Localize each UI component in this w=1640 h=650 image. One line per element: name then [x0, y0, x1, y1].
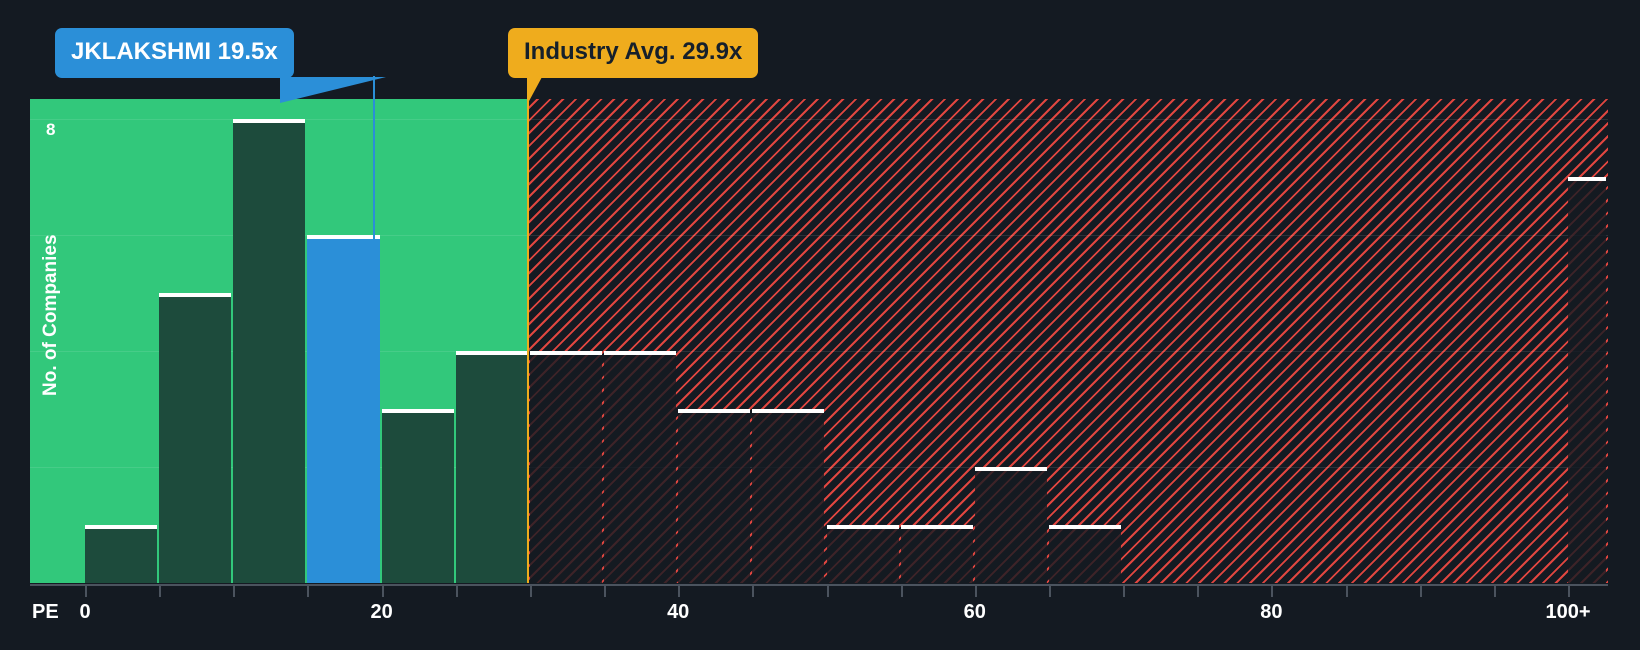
- bar-body: [307, 239, 380, 583]
- x-axis-tick: [159, 586, 162, 597]
- histogram-bar-highlighted[interactable]: [307, 235, 380, 583]
- bar-body: [900, 529, 973, 583]
- x-axis-tick-label: 80: [1260, 601, 1283, 623]
- gridline: [30, 235, 1608, 237]
- bar-body: [752, 413, 825, 583]
- histogram-bar[interactable]: [233, 119, 306, 583]
- bar-body: [826, 529, 899, 583]
- x-axis-tick: [752, 586, 755, 597]
- industry-marker-line: [527, 76, 530, 583]
- x-axis-tick: [900, 586, 903, 597]
- bar-cap: [233, 119, 306, 124]
- x-axis-tick: [85, 586, 87, 597]
- y-axis-max-value: 8: [46, 120, 56, 139]
- bar-cap: [1048, 525, 1122, 530]
- bar-cap: [900, 525, 973, 530]
- x-axis-tick: [604, 586, 607, 597]
- x-axis-tick: [1419, 586, 1422, 597]
- x-axis-line: [30, 584, 1608, 586]
- histogram-bar[interactable]: [604, 351, 677, 583]
- bar-body: [159, 297, 232, 583]
- bar-cap: [752, 409, 825, 414]
- bar-body: [381, 413, 454, 583]
- bar-cap: [974, 467, 1047, 472]
- expensive-zone: [528, 99, 1608, 583]
- bar-body: [1048, 529, 1122, 583]
- bar-cap: [529, 351, 603, 356]
- bar-body: [604, 355, 677, 583]
- industry-callout-label: Industry Avg. 29.9x: [524, 38, 743, 65]
- x-axis-tick: [1568, 586, 1570, 597]
- x-axis-tick: [1271, 586, 1274, 597]
- histogram-bar[interactable]: [826, 525, 899, 583]
- bar-cap: [678, 409, 751, 414]
- company-callout[interactable]: JKLAKSHMI 19.5x: [55, 28, 294, 78]
- histogram-bar[interactable]: [1048, 525, 1122, 583]
- x-axis-tick: [1197, 586, 1200, 597]
- x-axis-tick: [974, 586, 977, 597]
- bar-cap: [604, 351, 677, 356]
- y-axis-label: No. of Companies: [40, 234, 61, 396]
- histogram-bar[interactable]: [381, 409, 454, 583]
- industry-callout[interactable]: Industry Avg. 29.9x: [508, 28, 759, 78]
- bar-body: [974, 471, 1047, 583]
- bar-cap: [85, 525, 158, 530]
- bar-body: [85, 529, 158, 583]
- x-axis-tick: [826, 586, 829, 597]
- company-callout-label: JKLAKSHMI 19.5x: [71, 38, 278, 65]
- histogram-bar[interactable]: [752, 409, 825, 583]
- gridline: [30, 119, 1608, 121]
- x-axis-tick: [307, 586, 310, 597]
- x-axis-tick: [1123, 586, 1126, 597]
- x-axis-tick: [455, 586, 458, 597]
- x-axis-tick: [233, 586, 236, 597]
- bar-body: [455, 355, 528, 583]
- histogram-bar[interactable]: [900, 525, 973, 583]
- histogram-bar[interactable]: [85, 525, 158, 583]
- bar-body: [529, 355, 603, 583]
- x-axis-tick: [1345, 586, 1348, 597]
- histogram-bar[interactable]: [159, 293, 232, 583]
- gridline: [30, 351, 1608, 353]
- histogram-bar[interactable]: [455, 351, 528, 583]
- industry-callout-tail: [528, 77, 543, 103]
- bar-body: [1568, 181, 1606, 583]
- x-axis-tick-label: 0: [79, 601, 91, 623]
- bar-cap: [1568, 177, 1606, 182]
- company-marker-line: [373, 76, 376, 583]
- plot-area: [30, 99, 1608, 583]
- bar-cap: [307, 235, 380, 240]
- histogram-bar[interactable]: [678, 409, 751, 583]
- histogram-bar[interactable]: [974, 467, 1047, 583]
- x-axis-tick: [529, 586, 532, 597]
- bar-cap: [159, 293, 232, 298]
- x-axis-tick-label: 60: [963, 601, 986, 623]
- x-axis-tick: [1048, 586, 1051, 597]
- x-axis-tick-label: 20: [370, 601, 393, 623]
- company-callout-tail: [280, 77, 386, 103]
- bar-cap: [826, 525, 899, 530]
- x-axis-tick: [381, 586, 384, 597]
- bar-body: [233, 123, 306, 583]
- bar-cap: [381, 409, 454, 414]
- x-axis-tick: [1493, 586, 1496, 597]
- histogram-bar[interactable]: [529, 351, 603, 583]
- x-axis-tick-label: 40: [667, 601, 690, 623]
- bar-cap: [455, 351, 528, 356]
- bar-body: [678, 413, 751, 583]
- histogram-bar[interactable]: [1568, 177, 1606, 583]
- x-axis-prefix-label: PE: [32, 601, 59, 623]
- x-axis-tick: [678, 586, 681, 597]
- x-axis-tick-label: 100+: [1545, 601, 1591, 623]
